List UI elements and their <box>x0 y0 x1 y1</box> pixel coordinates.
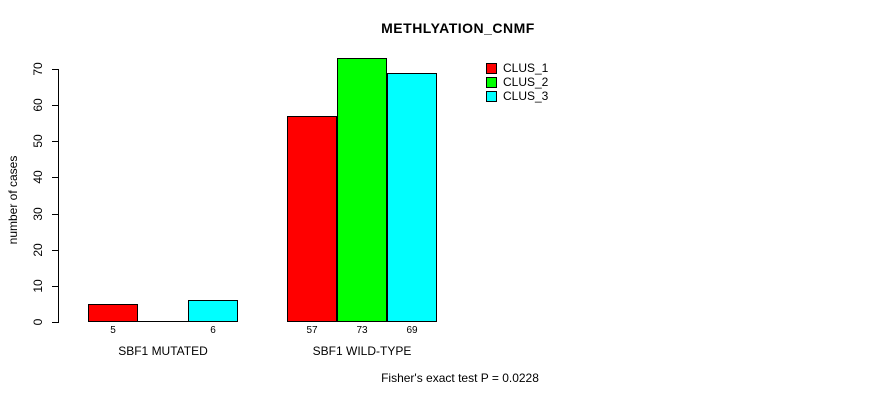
bar-value-label: 57 <box>306 325 318 336</box>
group-label-sbf1-wild-type: SBF1 WILD-TYPE <box>312 344 412 358</box>
legend: CLUS_1 CLUS_2 CLUS_3 <box>486 61 548 103</box>
legend-row-clus_2: CLUS_2 <box>486 75 548 89</box>
legend-swatch-clus_1 <box>486 62 497 74</box>
group-label-sbf1-mutated: SBF1 MUTATED <box>118 344 208 358</box>
bar-clus-2-sbf1-wild-type <box>337 58 387 322</box>
bar-clus-1-sbf1-mutated <box>88 304 138 322</box>
y-axis-tick <box>52 141 58 142</box>
y-axis-tick-label: 50 <box>31 134 45 148</box>
chart-title: METHLYATION_CNMF <box>381 20 535 36</box>
bar-clus-2-sbf1-mutated-zero <box>138 321 188 322</box>
bar-value-label: 69 <box>406 325 418 336</box>
y-axis-tick <box>52 105 58 106</box>
bar-clus-3-sbf1-wild-type <box>387 73 437 322</box>
y-axis-tick-label: 30 <box>31 207 45 221</box>
legend-row-clus_3: CLUS_3 <box>486 89 548 103</box>
bar-value-label: 73 <box>356 325 368 336</box>
y-axis-title: number of cases <box>6 155 20 245</box>
legend-label: CLUS_2 <box>503 75 549 89</box>
legend-label: CLUS_1 <box>503 61 549 75</box>
legend-swatch-clus_2 <box>486 76 497 88</box>
y-axis-tick-label: 0 <box>31 318 45 326</box>
legend-row-clus_1: CLUS_1 <box>486 61 548 75</box>
y-axis-tick-label: 20 <box>31 243 45 257</box>
y-axis-tick <box>52 286 58 287</box>
y-axis-tick <box>52 250 58 251</box>
fisher-test-annotation: Fisher's exact test P = 0.0228 <box>381 371 539 385</box>
y-axis-tick-label: 60 <box>31 98 45 112</box>
y-axis-tick <box>52 214 58 215</box>
y-axis-tick <box>52 177 58 178</box>
bar-value-label: 6 <box>210 325 216 336</box>
bar-clus-3-sbf1-mutated <box>188 300 238 322</box>
y-axis-tick-label: 70 <box>31 62 45 76</box>
bar-clus-1-sbf1-wild-type <box>287 116 337 322</box>
legend-swatch-clus_3 <box>486 90 497 102</box>
bar-value-label: 5 <box>110 325 116 336</box>
y-axis-tick-label: 40 <box>31 170 45 184</box>
y-axis-tick-label: 10 <box>31 279 45 293</box>
y-axis-line <box>58 69 59 323</box>
y-axis-tick <box>52 322 58 323</box>
y-axis-tick <box>52 69 58 70</box>
legend-label: CLUS_3 <box>503 89 549 103</box>
